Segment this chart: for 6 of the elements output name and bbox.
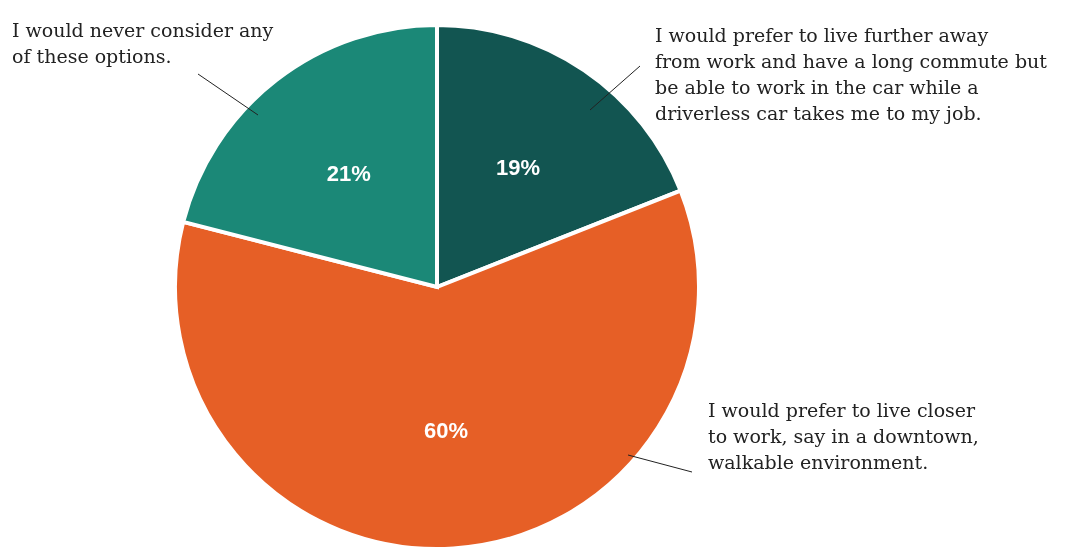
slice-label: I would never consider any of these options. — [12, 19, 274, 67]
data-label: 21% — [326, 160, 371, 186]
data-label: 60% — [424, 418, 469, 444]
slice-label: I would prefer to live further away from work and have a long commute but be able to work in the car while a driverless car takes me to my job. — [655, 24, 1048, 124]
data-label: 19% — [495, 155, 541, 181]
slice-label: I would prefer to live closer to work, say in a downtown, walkable environment. — [708, 399, 979, 473]
